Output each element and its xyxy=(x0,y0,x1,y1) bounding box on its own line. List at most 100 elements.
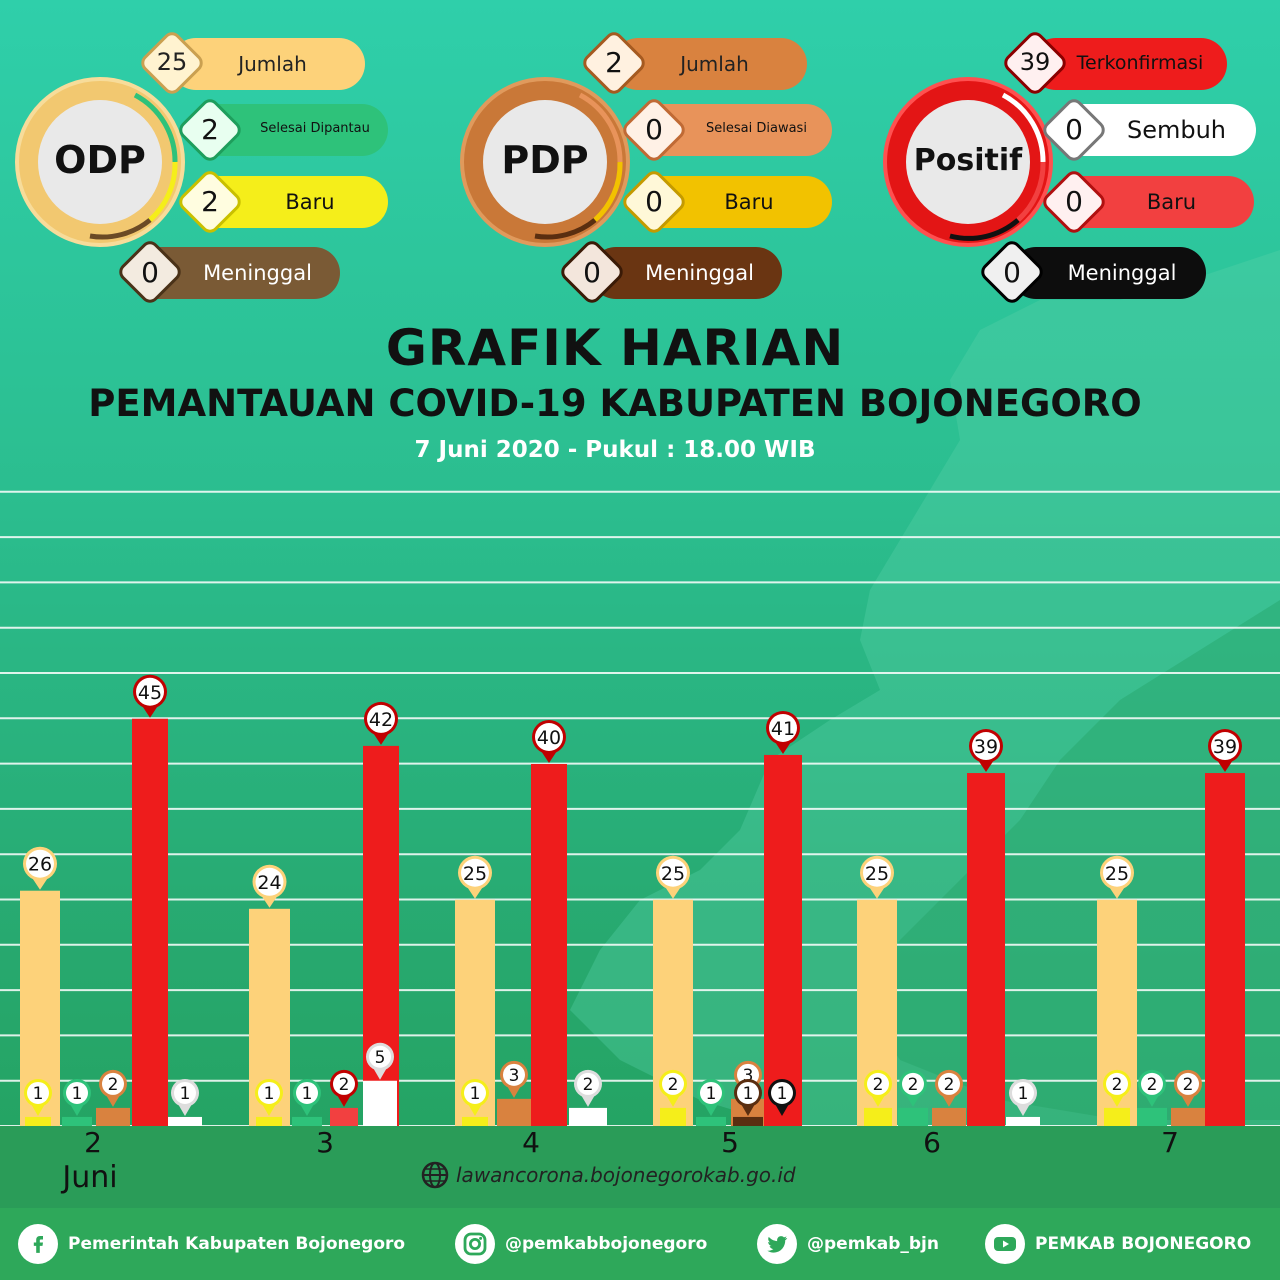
svg-text:1: 1 xyxy=(470,1084,481,1104)
svg-text:41: 41 xyxy=(771,718,795,740)
data-label: 1 xyxy=(697,1078,725,1116)
positif-summary: Positif 39 Terkonfirmasi 0 Sembuh 0 Baru… xyxy=(860,0,1280,310)
footer-facebook[interactable]: Pemerintah Kabupaten Bojonegoro xyxy=(18,1208,405,1280)
svg-text:25: 25 xyxy=(1105,863,1129,885)
bar xyxy=(898,1107,928,1126)
data-label: 5 xyxy=(366,1042,394,1080)
globe-icon xyxy=(421,1161,449,1189)
svg-text:25: 25 xyxy=(463,863,487,885)
bar xyxy=(1104,1107,1130,1126)
bar xyxy=(363,1080,397,1126)
data-label: 25 xyxy=(1100,855,1134,899)
data-label: 2 xyxy=(330,1069,358,1107)
pdp-meninggal-value: 0 xyxy=(583,256,601,289)
data-label: 2 xyxy=(574,1069,602,1107)
x-tick-label: 7 xyxy=(1161,1126,1179,1159)
positif-terkonfirmasi-label: Terkonfirmasi xyxy=(1076,52,1204,74)
positif-baru-label: Baru xyxy=(1146,190,1197,214)
svg-text:42: 42 xyxy=(369,709,393,731)
bar xyxy=(1205,773,1245,1126)
month-label: Juni xyxy=(60,1160,117,1195)
data-label: 1 xyxy=(734,1078,762,1116)
data-label: 45 xyxy=(133,674,167,718)
twitter-icon xyxy=(757,1224,797,1264)
bar xyxy=(1171,1107,1205,1126)
svg-text:1: 1 xyxy=(33,1084,44,1104)
svg-text:2: 2 xyxy=(583,1075,594,1095)
bar xyxy=(292,1116,322,1126)
data-label: 1 xyxy=(293,1078,321,1116)
bar xyxy=(330,1107,358,1126)
x-tick-label: 5 xyxy=(721,1126,739,1159)
svg-text:25: 25 xyxy=(865,863,889,885)
x-tick-label: 2 xyxy=(84,1126,102,1159)
data-label: 2 xyxy=(1174,1069,1202,1107)
svg-text:1: 1 xyxy=(743,1084,754,1104)
bar xyxy=(132,718,168,1126)
facebook-icon xyxy=(18,1224,58,1264)
odp-jumlah-label: Jumlah xyxy=(238,52,307,76)
svg-text:45: 45 xyxy=(138,682,162,704)
pdp-meninggal-label: Meninggal xyxy=(645,261,754,285)
data-label: 2 xyxy=(1103,1069,1131,1107)
x-tick-label: 3 xyxy=(316,1126,334,1159)
pdp-label: PDP xyxy=(501,138,589,182)
odp-meninggal-value: 0 xyxy=(141,256,159,289)
bar xyxy=(967,773,1005,1126)
pdp-selesai-value: 0 xyxy=(645,113,663,146)
chart-title: GRAFIK HARIAN xyxy=(385,319,845,377)
svg-text:2: 2 xyxy=(944,1075,955,1095)
data-label: 2 xyxy=(659,1069,687,1107)
footer-youtube-label: PEMKAB BOJONEGORO xyxy=(1035,1234,1252,1254)
bar xyxy=(1137,1107,1167,1126)
pdp-selesai-label: Selesai Diawasi xyxy=(706,121,807,136)
odp-selesai-value: 2 xyxy=(201,113,219,146)
svg-text:1: 1 xyxy=(180,1084,191,1104)
data-label: 3 xyxy=(500,1060,528,1098)
footer-youtube[interactable]: PEMKAB BOJONEGORO xyxy=(985,1208,1251,1280)
svg-text:2: 2 xyxy=(108,1075,119,1095)
youtube-icon xyxy=(985,1224,1025,1264)
odp-label: ODP xyxy=(54,138,146,182)
data-label: 24 xyxy=(252,864,287,908)
data-label: 1 xyxy=(1009,1078,1037,1116)
data-label: 2 xyxy=(864,1069,892,1107)
data-label: 39 xyxy=(1208,729,1242,773)
data-label: 39 xyxy=(969,729,1003,773)
odp-baru-label: Baru xyxy=(285,190,335,214)
svg-text:1: 1 xyxy=(1018,1084,1029,1104)
website-link[interactable]: lawancorona.bojonegorokab.go.id xyxy=(420,1160,796,1190)
positif-terkonfirmasi-value: 39 xyxy=(1019,48,1051,76)
bar xyxy=(256,1116,282,1126)
svg-text:1: 1 xyxy=(264,1084,275,1104)
svg-text:25: 25 xyxy=(661,863,685,885)
svg-text:2: 2 xyxy=(908,1075,919,1095)
pdp-baru-value: 0 xyxy=(645,185,663,218)
footer-instagram[interactable]: @pemkabbojonegoro xyxy=(455,1208,707,1280)
svg-text:1: 1 xyxy=(777,1084,788,1104)
svg-text:1: 1 xyxy=(302,1084,313,1104)
data-label: 25 xyxy=(860,855,894,899)
instagram-icon xyxy=(455,1224,495,1264)
footer-twitter[interactable]: @pemkab_bjn xyxy=(757,1208,939,1280)
bar xyxy=(660,1107,686,1126)
positif-meninggal-label: Meninggal xyxy=(1067,261,1177,285)
website-url: lawancorona.bojonegorokab.go.id xyxy=(456,1163,796,1187)
positif-meninggal-value: 0 xyxy=(1003,256,1021,289)
svg-text:1: 1 xyxy=(706,1084,717,1104)
data-label: 2 xyxy=(99,1069,127,1107)
bar xyxy=(497,1098,531,1126)
odp-jumlah-value: 25 xyxy=(156,48,188,76)
data-label: 2 xyxy=(935,1069,963,1107)
data-label: 25 xyxy=(656,855,690,899)
data-label: 2 xyxy=(899,1069,927,1107)
svg-text:39: 39 xyxy=(1213,736,1237,758)
pdp-jumlah-value: 2 xyxy=(605,46,623,79)
bar xyxy=(932,1107,966,1126)
svg-text:24: 24 xyxy=(257,872,281,894)
data-label: 1 xyxy=(171,1078,199,1116)
bar xyxy=(696,1116,726,1126)
svg-text:1: 1 xyxy=(72,1084,83,1104)
bar xyxy=(62,1116,92,1126)
svg-text:2: 2 xyxy=(1147,1075,1158,1095)
